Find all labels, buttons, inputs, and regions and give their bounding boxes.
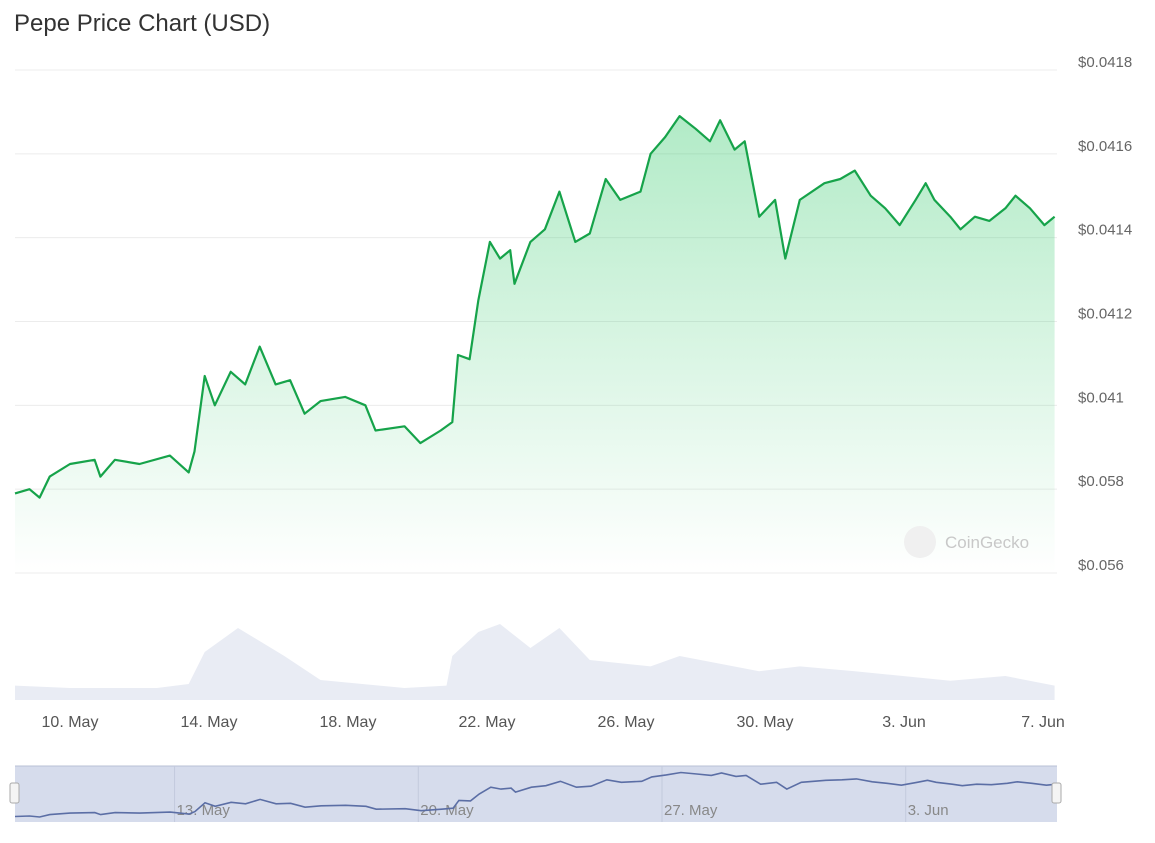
- y-tick-label: $0.0414: [1078, 222, 1132, 239]
- price-area: [14, 116, 1055, 573]
- y-tick-label: $0.0416: [1078, 138, 1132, 155]
- y-tick-label: $0.041: [1078, 389, 1124, 406]
- price-line: [14, 115, 1056, 499]
- watermark: CoinGecko: [904, 526, 1029, 558]
- x-tick-label: 22. May: [459, 714, 516, 731]
- navigator-line: [14, 771, 1057, 818]
- x-axis: 10. May 14. May 18. May 22. May 26. May 30. M…: [42, 714, 1065, 731]
- navigator-tick-label: 27. May: [664, 802, 718, 819]
- navigator[interactable]: [15, 766, 1057, 822]
- x-tick-label: 10. May: [42, 714, 99, 731]
- y-axis: $0.0418 $0.0416 $0.0414 $0.0412 $0.041 $0.058…: [1078, 54, 1132, 574]
- y-tick-label: $0.0412: [1078, 306, 1132, 323]
- x-tick-label: 18. May: [320, 714, 377, 731]
- y-tick-label: $0.056: [1078, 557, 1124, 574]
- navigator-right-handle[interactable]: [1051, 782, 1062, 804]
- navigator-left-handle[interactable]: [9, 782, 20, 804]
- navigator-ticks: 13. May 20. May 27. May 3. Jun: [174, 766, 949, 822]
- x-tick-label: 3. Jun: [882, 714, 926, 731]
- x-tick-label: 14. May: [181, 714, 238, 731]
- x-tick-label: 30. May: [737, 714, 794, 731]
- navigator-tick-label: 20. May: [420, 802, 474, 819]
- navigator-tick-label: 3. Jun: [908, 802, 949, 819]
- chart-title: Pepe Price Chart (USD): [14, 10, 271, 37]
- watermark-text: CoinGecko: [945, 533, 1029, 552]
- x-tick-label: 26. May: [598, 714, 655, 731]
- volume-area: [14, 624, 1055, 700]
- x-tick-label: 7. Jun: [1021, 714, 1065, 731]
- y-tick-label: $0.0418: [1078, 54, 1132, 71]
- y-tick-label: $0.058: [1078, 473, 1124, 490]
